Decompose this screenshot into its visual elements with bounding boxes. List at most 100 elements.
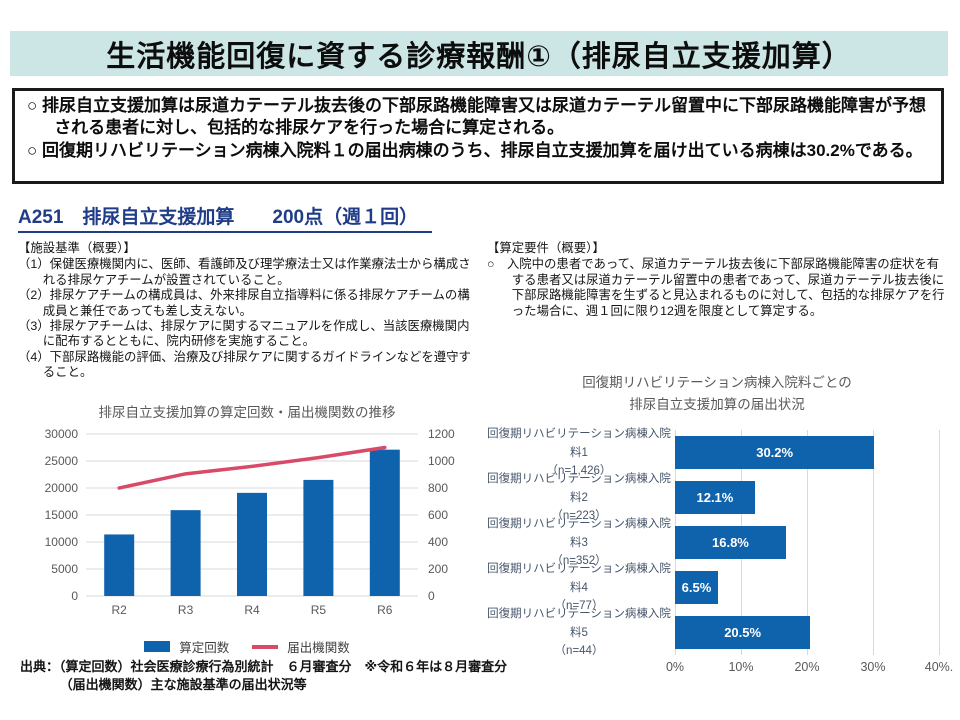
chart-row: 回復期リハビリテーション病棟入院料1 （n=1,426） 30.2% [483,428,951,477]
right-axis-tick-label: 1000 [428,454,455,468]
trend-chart-svg: 0 0 5000 200 10000 400 15000 600 20000 800 25000 10… [45,427,455,617]
legend-line-swatch [252,644,279,649]
summary-bullet-1: ○ 排尿自立支援加算は尿道カテーテル抜去後の下部尿路機能障害又は尿道カテーテル留… [27,96,926,138]
category-label: 回復期リハビリテーション病棟入院料4 （n=77） [483,560,675,615]
v-gridline [873,430,874,656]
x-axis-tick: 40%. [924,660,954,675]
trend-chart: 排尿自立支援加算の算定回数・届出機関数の推移 0 0 5000 200 10000 400… [22,401,472,656]
category-name: 回復期リハビリテーション病棟入院料4 [487,563,671,594]
facility-criteria-item: （1）保健医療機関内に、医師、看護師及び理学療法士又は作業療法士から構成される排… [18,257,471,287]
value-bar: 12.1% [675,481,755,515]
value-bar: 16.8% [675,526,786,560]
legend-bar-swatch [144,641,171,652]
left-axis-tick-label: 0 [71,589,78,603]
source-note-line1: 出典：（算定回数）社会医療診療行為別統計 ６月審査分 ※令和６年は８月審査分 [20,659,508,674]
left-axis-tick-label: 30000 [45,427,79,441]
notification-status-chart: 回復期リハビリテーション病棟入院料ごとの 排尿自立支援加算の届出状況 回復期リハ… [483,372,953,680]
value-bar: 20.5% [675,616,811,650]
x-category-label: R3 [178,603,194,617]
trend-bar [369,449,400,596]
v-gridline [939,430,940,656]
v-gridline [807,430,808,656]
x-category-label: R6 [377,603,393,617]
right-axis-tick-label: 800 [428,481,448,495]
notification-chart-title-line1: 回復期リハビリテーション病棟入院料ごとの [582,375,852,390]
category-name: 回復期リハビリテーション病棟入院料1 [487,428,671,459]
category-label: 回復期リハビリテーション病棟入院料1 （n=1,426） [483,425,675,480]
calculation-requirements-item: ○ 入院中の患者であって、尿道カテーテル抜去後に下部尿路機能障害の症状を有する患… [487,257,945,318]
legend-line-label: 届出機関数 [287,641,350,655]
right-axis-tick-label: 400 [428,535,448,549]
trend-bar [237,492,267,596]
value-label: 6.5% [681,580,712,596]
summary-bullet-2: ○ 回復期リハビリテーション病棟入院料１の届出病棟のうち、排尿自立支援加算を届け… [27,140,923,160]
category-label: 回復期リハビリテーション病棟入院料5 （n=44） [483,605,675,660]
source-note-line2: （届出機関数）主な施設基準の届出状況等 [59,676,307,692]
trend-chart-title: 排尿自立支援加算の算定回数・届出機関数の推移 [98,405,396,420]
trend-bar [170,510,201,596]
x-category-label: R5 [311,603,327,617]
value-bar: 30.2% [675,436,875,470]
x-axis-tick: 0% [665,660,685,675]
facility-criteria-item: （4）下部尿路機能の評価、治療及び排尿ケアに関するガイドラインなどを遵守すること… [18,349,471,379]
legend-bar-label: 算定回数 [179,641,230,655]
chart-row: 回復期リハビリテーション病棟入院料2 （n=223） 12.1% [483,473,951,522]
trend-bar [104,534,135,596]
x-axis-tick: 20% [794,660,820,675]
bar-zone: 12.1% [675,481,939,515]
calculation-requirements-section: 【算定要件（概要）】 ○ 入院中の患者であって、尿道カテーテル抜去後に下部尿路機… [487,241,951,319]
value-bar: 6.5% [675,571,718,605]
trend-chart-legend: 算定回数 届出機関数 [22,637,472,656]
category-name: 回復期リハビリテーション病棟入院料5 [487,608,671,639]
value-label: 30.2% [756,445,794,461]
right-axis-tick-label: 200 [428,562,448,576]
category-label: 回復期リハビリテーション病棟入院料3 （n=352） [483,515,675,570]
page-title: 生活機能回復に資する診療報酬①（排尿自立支援加算） [10,31,948,76]
trend-line [117,445,387,490]
left-axis-tick-label: 5000 [51,562,78,576]
chart-row: 回復期リハビリテーション病棟入院料5 （n=44） 20.5% [483,608,951,657]
facility-criteria-item: （3）排尿ケアチームは、排尿ケアに関するマニュアルを作成し、当該医療機関内に配布… [18,318,470,349]
x-category-label: R4 [244,603,260,617]
calculation-requirements-heading: 【算定要件（概要）】 [487,241,605,255]
trend-bar [303,479,334,596]
x-category-label: R2 [112,603,128,617]
left-axis-tick-label: 25000 [45,454,79,468]
value-label: 20.5% [724,625,762,641]
category-n: （n=352） [551,554,607,567]
category-n: （n=77） [554,599,604,612]
category-n: （n=223） [551,509,607,522]
value-label: 12.1% [696,490,734,506]
left-axis-tick-label: 20000 [45,481,79,495]
notification-chart-title-line2: 排尿自立支援加算の届出状況 [629,396,805,412]
bar-zone: 16.8% [675,526,939,560]
bar-zone: 6.5% [675,571,939,605]
right-axis-tick-label: 0 [428,589,435,603]
summary-box: ○ 排尿自立支援加算は尿道カテーテル抜去後の下部尿路機能障害又は尿道カテーテル留… [12,88,944,184]
category-name: 回復期リハビリテーション病棟入院料2 [487,473,671,504]
facility-criteria-item: （2）排尿ケアチームの構成員は、外来排尿自立指導料に係る排尿ケアチームの構成員と… [18,288,470,318]
notification-chart-title: 回復期リハビリテーション病棟入院料ごとの 排尿自立支援加算の届出状況 [483,372,951,415]
left-axis-tick-label: 10000 [45,535,79,549]
value-label: 16.8% [712,535,749,551]
facility-criteria-heading: 【施設基準（概要）】 [18,241,136,255]
facility-criteria-section: 【施設基準（概要）】 （1）保健医療機関内に、医師、看護師及び理学療法士又は作業… [18,241,476,380]
category-label: 回復期リハビリテーション病棟入院料2 （n=223） [483,470,675,525]
bar-zone: 20.5% [675,616,939,650]
category-n: （n=44） [554,644,604,657]
x-axis-labels: 0% 10% 20% 30% 40%. [666,660,953,680]
right-axis-tick-label: 600 [428,508,448,522]
x-axis-tick: 30% [860,660,886,675]
chart-row: 回復期リハビリテーション病棟入院料3 （n=352） 16.8% [483,518,951,567]
notification-chart-body: 回復期リハビリテーション病棟入院料1 （n=1,426） 30.2% 回復期リハ… [483,428,953,680]
chart-row: 回復期リハビリテーション病棟入院料4 （n=77） 6.5% [483,563,951,612]
bar-zone: 30.2% [675,436,939,470]
right-axis-tick-label: 1200 [428,427,455,441]
left-axis-tick-label: 15000 [45,508,79,522]
category-name: 回復期リハビリテーション病棟入院料3 [487,518,671,549]
x-axis-tick: 10% [728,660,754,675]
source-note: 出典：（算定回数）社会医療診療行為別統計 ６月審査分 ※令和６年は８月審査分 （… [20,658,507,693]
section-heading: A251 排尿自立支援加算 200点（週１回） [18,202,433,233]
category-n: （n=1,426） [546,464,612,477]
